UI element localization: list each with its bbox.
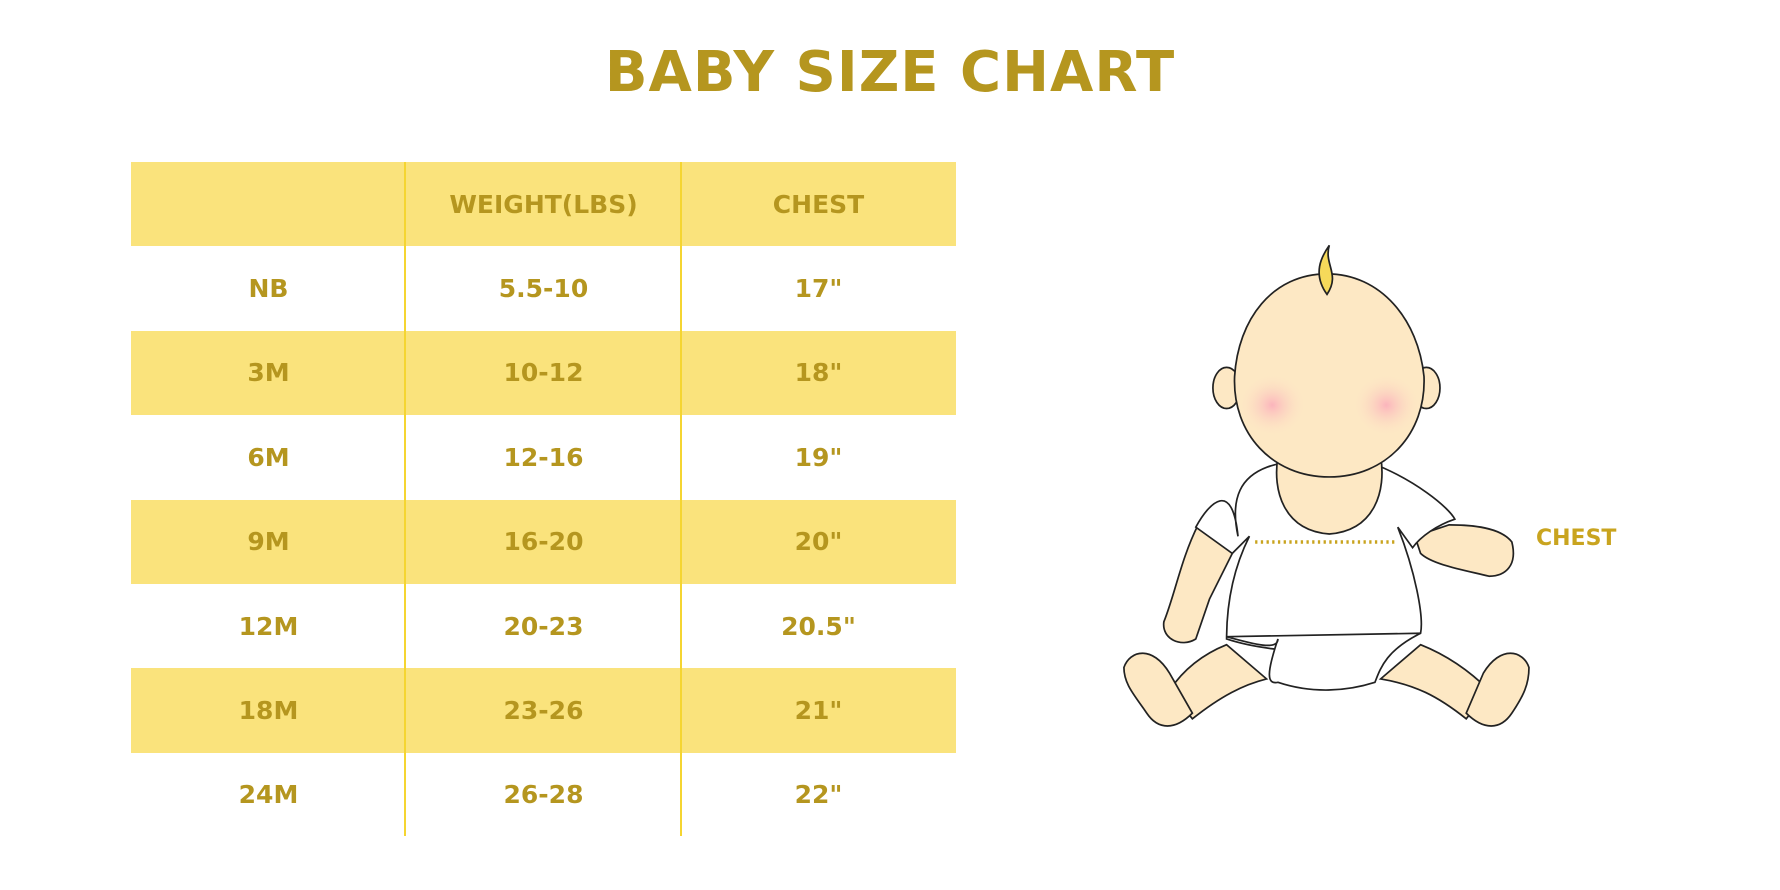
- column-divider: [404, 162, 406, 836]
- table-row: 6M 12-16 19": [131, 415, 956, 499]
- table-cell: NB: [248, 274, 289, 304]
- table-cell: 20-23: [503, 611, 584, 641]
- table-row: NB 5.5-10 17": [131, 246, 956, 330]
- table-row: 18M 23-26 21": [131, 668, 956, 753]
- table-cell: CHEST: [772, 189, 865, 219]
- size-table: WEIGHT(LBS) CHEST NB 5.5-10 17" 3M 10-12 18" 6M 1…: [131, 162, 956, 837]
- table-header: WEIGHT(LBS) CHEST: [131, 162, 956, 247]
- table-cell: 18M: [238, 696, 299, 726]
- table-cell: 23-26: [503, 696, 584, 726]
- table-cell: 20": [794, 527, 843, 557]
- table-cell: 16-20: [503, 527, 584, 557]
- table-cell: 10-12: [503, 358, 584, 388]
- table-cell: 19": [794, 442, 843, 472]
- table-cell: 6M: [247, 442, 290, 472]
- table-row: 24M 26-28 22": [131, 753, 956, 837]
- table-cell: 17": [794, 274, 843, 304]
- table-row: 12M 20-23 20.5": [131, 584, 956, 668]
- table-row: 9M 16-20 20": [131, 499, 956, 584]
- table-cell: 5.5-10: [498, 274, 589, 304]
- table-cell: 12M: [238, 611, 299, 641]
- table-cell: WEIGHT(LBS): [449, 189, 638, 219]
- table-cell: 12-16: [503, 442, 584, 472]
- table-cell: 21": [794, 696, 843, 726]
- table-cell: 18": [794, 358, 843, 388]
- column-divider: [680, 162, 682, 836]
- table-cell: 20.5": [781, 611, 856, 641]
- table-cell: 24M: [238, 780, 299, 810]
- chest-label: CHEST: [1536, 526, 1617, 551]
- table-cell: 3M: [247, 358, 290, 388]
- table-cell: 22": [794, 780, 843, 810]
- chart-title: BABY SIZE CHART: [604, 40, 1176, 105]
- table-cell: 26-28: [503, 780, 584, 810]
- table-row: 3M 10-12 18": [131, 330, 956, 416]
- table-cell: 9M: [247, 527, 290, 557]
